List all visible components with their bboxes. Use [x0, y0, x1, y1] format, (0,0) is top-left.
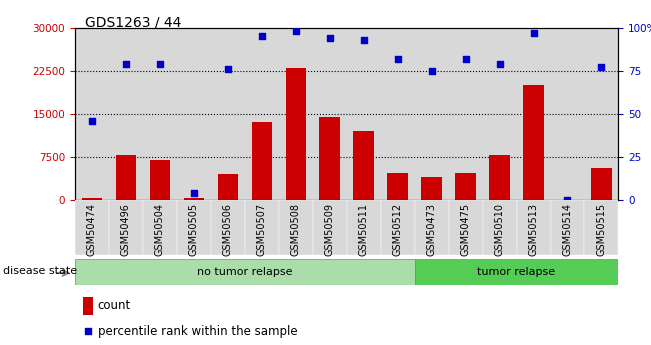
Bar [387, 172, 408, 200]
Bar [143, 28, 177, 200]
Point [562, 197, 573, 203]
Point [494, 61, 505, 67]
Text: GSM50473: GSM50473 [426, 203, 437, 256]
Point [290, 28, 301, 34]
Text: tumor relapse: tumor relapse [477, 267, 555, 277]
Text: GSM50509: GSM50509 [325, 203, 335, 256]
Text: GSM50504: GSM50504 [155, 203, 165, 256]
Point [596, 65, 607, 70]
Bar [83, 297, 93, 315]
Bar [245, 200, 279, 255]
Text: GDS1263 / 44: GDS1263 / 44 [85, 16, 181, 30]
Bar [381, 28, 415, 200]
Text: GSM50515: GSM50515 [596, 203, 607, 256]
Text: GSM50510: GSM50510 [495, 203, 505, 256]
Bar [482, 200, 516, 255]
Point [324, 35, 335, 41]
Bar [150, 160, 170, 200]
Bar [279, 200, 312, 255]
Text: GSM50506: GSM50506 [223, 203, 233, 256]
Bar [585, 200, 618, 255]
Text: GSM50496: GSM50496 [121, 203, 131, 256]
Bar [421, 177, 442, 200]
Bar [177, 200, 211, 255]
Bar [312, 200, 346, 255]
Bar [415, 200, 449, 255]
Point [256, 33, 267, 39]
Text: GSM50514: GSM50514 [562, 203, 572, 256]
Bar [251, 122, 272, 200]
Text: count: count [98, 299, 131, 312]
Point [529, 30, 539, 36]
Bar [286, 68, 306, 200]
Bar [449, 28, 482, 200]
Bar [109, 200, 143, 255]
Bar [585, 28, 618, 200]
Text: GSM50508: GSM50508 [291, 203, 301, 256]
Text: GSM50513: GSM50513 [529, 203, 538, 256]
Bar [353, 131, 374, 200]
Text: no tumor relapse: no tumor relapse [197, 267, 292, 277]
Bar [211, 200, 245, 255]
Text: disease state: disease state [3, 266, 77, 276]
Bar [184, 198, 204, 200]
Bar [490, 155, 510, 200]
Text: GSM50474: GSM50474 [87, 203, 97, 256]
Bar [245, 28, 279, 200]
Point [154, 61, 165, 67]
Bar [143, 200, 177, 255]
Bar [415, 28, 449, 200]
Text: GSM50511: GSM50511 [359, 203, 368, 256]
Bar [516, 200, 551, 255]
Point [87, 118, 97, 124]
Text: GSM50512: GSM50512 [393, 203, 402, 256]
Bar [109, 28, 143, 200]
Bar [279, 28, 312, 200]
Point [359, 37, 369, 42]
Text: percentile rank within the sample: percentile rank within the sample [98, 325, 298, 338]
Bar [415, 259, 618, 285]
Bar [449, 200, 482, 255]
Bar [455, 172, 476, 200]
Bar [591, 168, 612, 200]
Point [223, 66, 233, 72]
Bar [482, 28, 516, 200]
Text: GSM50505: GSM50505 [189, 203, 199, 256]
Point [460, 56, 471, 61]
Point [83, 328, 93, 334]
Bar [217, 174, 238, 200]
Bar [75, 28, 109, 200]
Bar [116, 155, 136, 200]
Bar [75, 259, 415, 285]
Bar [312, 28, 346, 200]
Bar [320, 117, 340, 200]
Bar [551, 200, 585, 255]
Point [426, 68, 437, 73]
Point [120, 61, 131, 67]
Point [393, 56, 403, 61]
Bar [523, 85, 544, 200]
Bar [346, 28, 381, 200]
Bar [381, 200, 415, 255]
Bar [516, 28, 551, 200]
Text: GSM50507: GSM50507 [256, 203, 267, 256]
Point [189, 190, 199, 196]
Bar [81, 198, 102, 200]
Bar [551, 28, 585, 200]
Bar [346, 200, 381, 255]
Text: GSM50475: GSM50475 [460, 203, 471, 256]
Bar [177, 28, 211, 200]
Bar [211, 28, 245, 200]
Bar [75, 200, 109, 255]
